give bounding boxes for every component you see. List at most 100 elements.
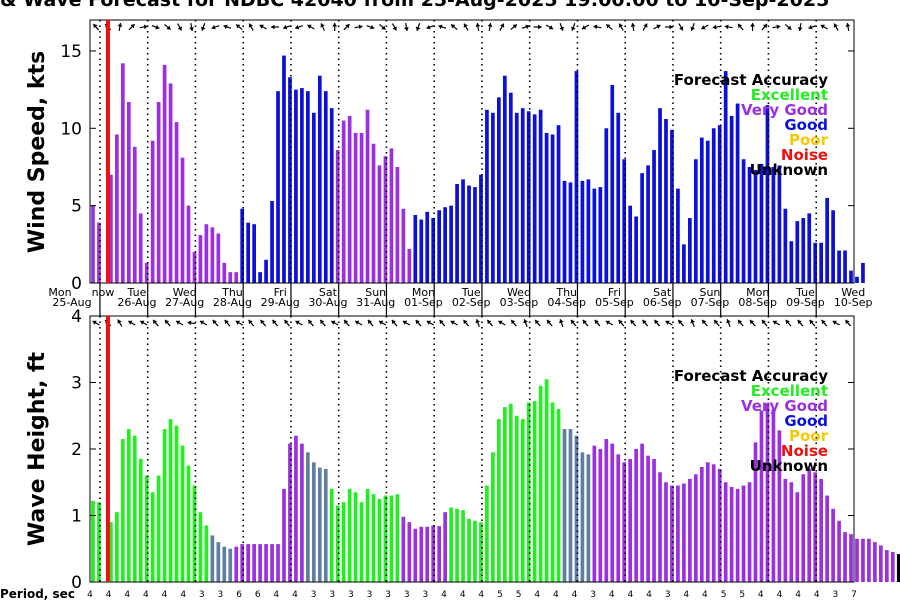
wind-direction-arrow bbox=[845, 22, 851, 32]
wave-bar bbox=[795, 492, 800, 583]
wind-bar bbox=[228, 272, 233, 283]
wind-bars bbox=[91, 55, 865, 284]
wave-bar bbox=[544, 379, 549, 582]
wind-bar bbox=[383, 156, 388, 283]
wave-direction-arrow bbox=[248, 319, 255, 327]
wind-bar bbox=[156, 101, 161, 284]
wave-bar bbox=[311, 462, 316, 582]
wind-direction-arrow bbox=[605, 23, 613, 31]
wave-bar bbox=[628, 458, 633, 583]
wind-bar bbox=[300, 88, 304, 283]
wind-direction-arrow bbox=[438, 24, 447, 30]
wind-bar bbox=[837, 250, 841, 283]
wind-direction-arrow bbox=[678, 23, 684, 31]
wave-bar bbox=[144, 475, 149, 582]
period-value: 3 bbox=[199, 590, 205, 600]
wave-bar bbox=[634, 449, 638, 582]
wave-bar bbox=[162, 429, 167, 582]
date-label: 28-Aug bbox=[213, 296, 252, 309]
wave-direction-arrow bbox=[523, 319, 528, 327]
wave-bar bbox=[502, 407, 507, 582]
wave-y-ticks: 0 1 2 3 4 bbox=[71, 307, 854, 593]
wind-bar bbox=[485, 109, 489, 283]
date-label: 08-Sep bbox=[738, 296, 777, 309]
wave-bar bbox=[711, 464, 716, 582]
wave-bar bbox=[252, 544, 256, 582]
wind-legend-item: Unknown bbox=[750, 161, 828, 179]
wind-bar bbox=[843, 250, 847, 283]
wind-bar bbox=[568, 182, 573, 283]
period-value: 3 bbox=[329, 590, 335, 600]
wave-bar bbox=[276, 544, 280, 582]
wave-direction-arrow bbox=[845, 319, 852, 327]
wind-bar bbox=[115, 134, 119, 283]
wave-bar bbox=[873, 542, 877, 582]
wind-bar bbox=[550, 134, 555, 283]
wave-bar bbox=[377, 498, 382, 583]
wind-bar bbox=[831, 210, 835, 283]
period-value: 4 bbox=[106, 590, 112, 600]
wind-bar bbox=[288, 77, 292, 284]
period-value: 6 bbox=[255, 590, 261, 600]
wind-bar bbox=[508, 92, 513, 284]
period-value: 3 bbox=[348, 590, 354, 600]
wave-direction-arrow bbox=[726, 319, 731, 327]
wind-bar bbox=[747, 166, 752, 283]
wave-direction-arrow bbox=[665, 320, 673, 326]
period-value: 4 bbox=[478, 590, 484, 600]
wave-bar bbox=[723, 482, 728, 582]
wind-bar bbox=[580, 180, 585, 283]
period-value: 3 bbox=[590, 590, 596, 600]
wind-bar bbox=[825, 197, 829, 283]
wind-bar bbox=[91, 205, 95, 283]
wind-legend-item: Noise bbox=[781, 146, 828, 164]
wave-direction-arrow bbox=[475, 319, 481, 327]
wind-direction-arrow bbox=[820, 24, 828, 30]
wave-bar bbox=[538, 385, 543, 582]
period-value: 4 bbox=[572, 590, 578, 600]
wave-direction-arrow bbox=[128, 320, 136, 326]
wind-direction-arrow bbox=[618, 23, 624, 31]
wind-direction-arrow bbox=[92, 23, 99, 31]
wind-bar bbox=[646, 165, 650, 283]
wind-bar bbox=[449, 205, 453, 283]
wave-direction-arrow bbox=[378, 320, 387, 326]
wave-bar bbox=[156, 475, 161, 582]
wave-bar bbox=[300, 443, 304, 582]
wave-bar bbox=[419, 526, 424, 582]
wave-direction-arrow bbox=[439, 319, 446, 327]
wind-bar bbox=[777, 165, 782, 283]
wave-bars bbox=[91, 379, 900, 583]
wind-bar bbox=[192, 252, 197, 283]
period-value: 3 bbox=[833, 590, 839, 600]
wind-legend-item: Very Good bbox=[741, 101, 828, 119]
wave-direction-arrow bbox=[117, 319, 123, 327]
wave-bar bbox=[855, 538, 859, 582]
wind-bar bbox=[789, 241, 794, 283]
wave-bar bbox=[556, 409, 561, 582]
wave-bar bbox=[664, 482, 668, 582]
wave-bar bbox=[282, 488, 286, 582]
wind-bar bbox=[538, 109, 543, 283]
wave-legend-item: Very Good bbox=[741, 397, 828, 415]
wave-bar bbox=[610, 443, 615, 582]
date-label: 29-Aug bbox=[261, 296, 300, 309]
period-value: 3 bbox=[423, 590, 429, 600]
wave-y-tick-label: 4 bbox=[71, 307, 82, 327]
wind-direction-arrow bbox=[128, 23, 136, 31]
wave-bar bbox=[807, 468, 812, 582]
wave-direction-arrow bbox=[187, 320, 196, 326]
wind-direction-arrow bbox=[426, 24, 435, 30]
wave-bar bbox=[801, 474, 806, 582]
wave-bar bbox=[562, 429, 567, 582]
wind-direction-arrow bbox=[761, 23, 768, 31]
wave-bar bbox=[120, 439, 125, 582]
wind-direction-arrow bbox=[593, 24, 602, 30]
wave-direction-arrow bbox=[354, 320, 363, 326]
wave-bar bbox=[747, 482, 752, 582]
wind-speed-panel: 0 5 10 15 Wind Speed, kts Forecast Accuracy… bbox=[25, 19, 865, 294]
wave-bar bbox=[329, 488, 334, 582]
date-label: 07-Sep bbox=[691, 296, 730, 309]
wind-bar bbox=[693, 159, 698, 283]
